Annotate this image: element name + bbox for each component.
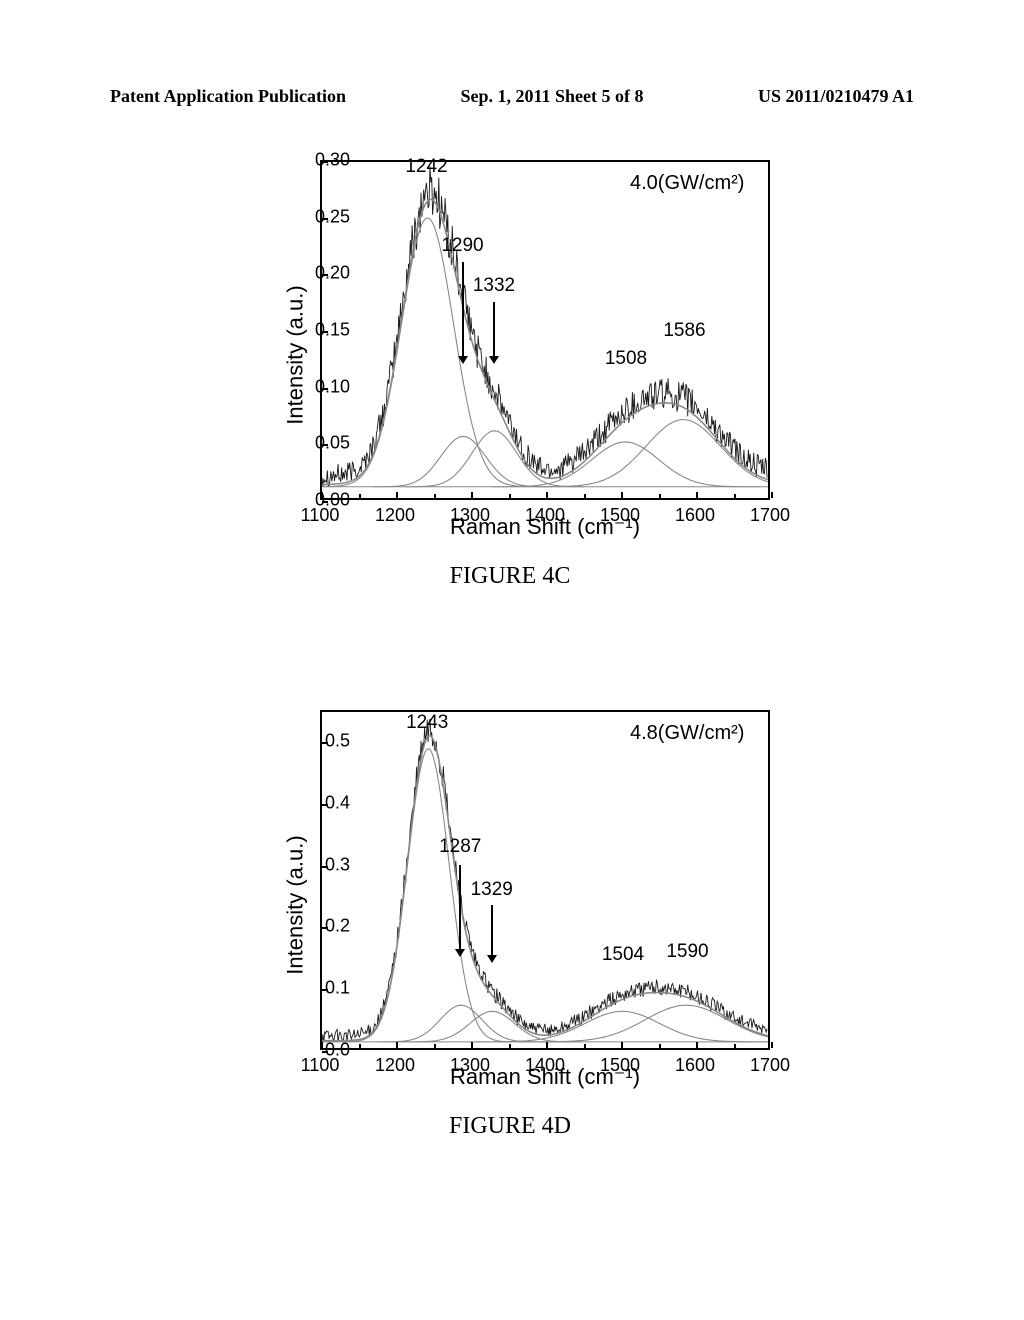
page-header: Patent Application Publication Sep. 1, 2…: [0, 86, 1024, 107]
x-tick: [546, 492, 548, 498]
figure-caption: FIGURE 4D: [210, 1113, 810, 1140]
y-tick-label: 0.05: [315, 433, 350, 454]
x-tick-label: 1400: [525, 1055, 565, 1076]
x-tick-label: 1400: [525, 505, 565, 526]
peak-annotation: 1243: [406, 712, 448, 734]
peak-annotation: 1242: [405, 156, 447, 178]
x-tick-label: 1100: [301, 505, 340, 526]
chart-4c: Intensity (a.u.) Raman Shift (cm⁻¹) FIGU…: [210, 140, 810, 570]
x-minor-tick: [659, 494, 661, 498]
x-minor-tick: [584, 494, 586, 498]
header-right: US 2011/0210479 A1: [758, 86, 914, 107]
x-tick: [471, 1042, 473, 1048]
header-center: Sep. 1, 2011 Sheet 5 of 8: [460, 86, 643, 107]
x-minor-tick: [434, 494, 436, 498]
peak-annotation: 1329: [471, 879, 513, 901]
x-tick-label: 1500: [600, 505, 640, 526]
y-tick-label: 0.25: [315, 206, 350, 227]
y-tick-label: 0.15: [315, 320, 350, 341]
x-tick-label: 1300: [450, 1055, 490, 1076]
y-tick-label: 0.1: [325, 978, 350, 999]
peak-annotation: 1586: [663, 320, 705, 342]
figure-4c: Intensity (a.u.) Raman Shift (cm⁻¹) FIGU…: [210, 140, 810, 570]
x-minor-tick: [659, 1044, 661, 1048]
chart-4d: Intensity (a.u.) Raman Shift (cm⁻¹) FIGU…: [210, 690, 810, 1120]
peak-annotation: 1508: [605, 348, 647, 370]
chart-svg-4d: [322, 712, 768, 1048]
x-tick: [771, 1042, 773, 1048]
y-tick-label: 0.30: [315, 150, 350, 171]
plot-area-4d: [320, 710, 770, 1050]
x-tick: [621, 1042, 623, 1048]
x-minor-tick: [509, 1044, 511, 1048]
condition-label: 4.0(GW/cm²): [630, 172, 744, 195]
y-tick-label: 0.5: [325, 730, 350, 751]
annotation-arrow: [454, 865, 466, 958]
x-tick-label: 1200: [375, 1055, 415, 1076]
x-tick-label: 1700: [750, 505, 790, 526]
figure-4d: Intensity (a.u.) Raman Shift (cm⁻¹) FIGU…: [210, 690, 810, 1120]
x-minor-tick: [434, 1044, 436, 1048]
x-minor-tick: [359, 1044, 361, 1048]
x-minor-tick: [734, 1044, 736, 1048]
annotation-arrow: [457, 262, 469, 364]
x-tick-label: 1600: [675, 505, 715, 526]
y-axis-label: Intensity (a.u.): [283, 285, 309, 424]
x-tick-label: 1100: [301, 1055, 340, 1076]
condition-label: 4.8(GW/cm²): [630, 722, 744, 745]
peak-annotation: 1290: [441, 235, 483, 257]
peak-annotation: 1590: [666, 941, 708, 963]
x-tick-label: 1200: [375, 505, 415, 526]
y-tick-label: 0.2: [325, 916, 350, 937]
x-tick: [621, 492, 623, 498]
peak-annotation: 1504: [602, 944, 644, 966]
y-tick-label: 0.10: [315, 376, 350, 397]
x-minor-tick: [584, 1044, 586, 1048]
x-tick: [771, 492, 773, 498]
x-tick-label: 1300: [450, 505, 490, 526]
peak-annotation: 1287: [439, 836, 481, 858]
header-left: Patent Application Publication: [110, 86, 346, 107]
x-minor-tick: [734, 494, 736, 498]
annotation-arrow: [488, 302, 500, 364]
y-tick-label: 0.4: [325, 792, 350, 813]
y-axis-label: Intensity (a.u.): [283, 835, 309, 974]
component-peak: [491, 442, 759, 487]
x-tick: [696, 1042, 698, 1048]
x-tick-label: 1600: [675, 1055, 715, 1076]
x-tick-label: 1700: [750, 1055, 790, 1076]
y-tick-label: 0.3: [325, 854, 350, 875]
x-minor-tick: [509, 494, 511, 498]
x-tick: [546, 1042, 548, 1048]
x-tick-label: 1500: [600, 1055, 640, 1076]
x-tick: [696, 492, 698, 498]
x-tick: [321, 1042, 323, 1048]
component-peak: [323, 218, 531, 487]
figure-caption: FIGURE 4C: [210, 563, 810, 590]
component-peak: [523, 1005, 768, 1042]
x-tick: [396, 1042, 398, 1048]
x-tick: [471, 492, 473, 498]
component-peak: [378, 1005, 545, 1042]
x-tick: [396, 492, 398, 498]
y-tick-label: 0.20: [315, 263, 350, 284]
annotation-arrow: [486, 905, 498, 964]
peak-annotation: 1332: [473, 275, 515, 297]
x-minor-tick: [359, 494, 361, 498]
